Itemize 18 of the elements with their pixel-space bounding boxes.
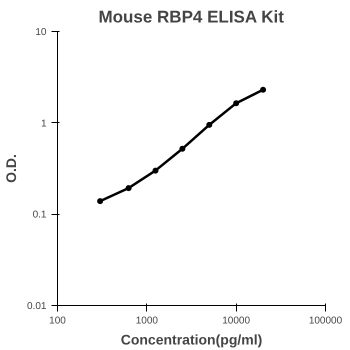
point xyxy=(97,198,104,204)
chart-title: Mouse RBP4 ELISA Kit xyxy=(98,8,284,26)
point xyxy=(260,86,266,93)
x-axis-title: Concentration(pg/ml) xyxy=(120,332,262,348)
point xyxy=(126,185,132,192)
point xyxy=(152,168,158,174)
y-tick-label: 1 xyxy=(40,118,47,130)
x-tick-label: 1000 xyxy=(136,316,158,326)
point xyxy=(233,100,240,106)
y-tick-label: 0.1 xyxy=(32,210,47,221)
x-tick-label: 100 xyxy=(49,316,66,326)
point xyxy=(206,122,212,128)
x-tick-label: 10000 xyxy=(222,316,251,326)
y-axis-title: O.D. xyxy=(3,154,20,183)
y-tick-label: 10 xyxy=(35,27,47,38)
point xyxy=(179,146,186,152)
y-tick-label: 0.01 xyxy=(27,301,47,312)
x-tick-label: 100000 xyxy=(308,316,343,326)
